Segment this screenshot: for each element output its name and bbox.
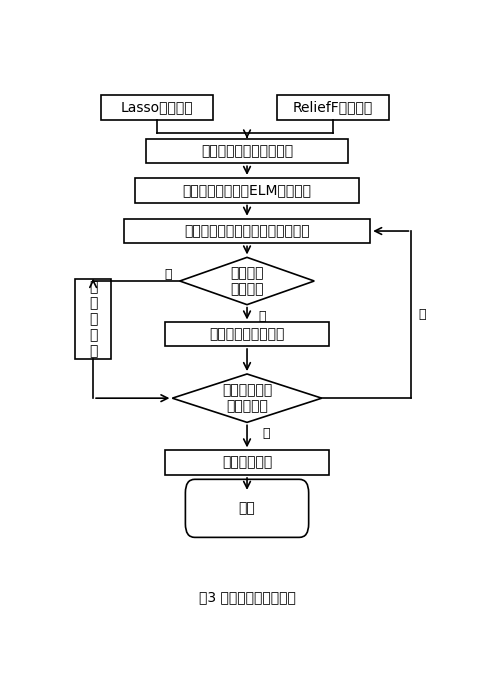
FancyBboxPatch shape: [75, 279, 111, 359]
FancyBboxPatch shape: [146, 139, 348, 163]
Text: 更
新
基
本
集: 更 新 基 本 集: [89, 280, 97, 359]
Text: 删除上一个添加参数: 删除上一个添加参数: [209, 327, 285, 341]
Text: 候选集参数是
否遍历完毕: 候选集参数是 否遍历完毕: [222, 383, 272, 413]
Text: ReliefF特征选择: ReliefF特征选择: [293, 101, 373, 114]
Text: 结束: 结束: [239, 501, 255, 515]
Text: 是: 是: [262, 426, 269, 440]
FancyBboxPatch shape: [165, 322, 329, 346]
Text: 否: 否: [419, 308, 427, 321]
FancyBboxPatch shape: [101, 94, 214, 120]
Text: 由候选集向基本集中添加一个参数: 由候选集向基本集中添加一个参数: [184, 224, 310, 238]
Text: 预测误差
是否减小: 预测误差 是否减小: [230, 266, 264, 296]
Text: 输出当前参数: 输出当前参数: [222, 456, 272, 470]
FancyBboxPatch shape: [124, 218, 370, 244]
Text: 图3 动态特征选择流程图: 图3 动态特征选择流程图: [199, 590, 295, 604]
Text: 否: 否: [258, 310, 266, 323]
Text: 是: 是: [165, 268, 173, 281]
FancyBboxPatch shape: [277, 94, 389, 120]
Polygon shape: [180, 258, 314, 304]
Polygon shape: [173, 374, 322, 422]
Text: 划分特征基本集和候选集: 划分特征基本集和候选集: [201, 144, 293, 158]
FancyBboxPatch shape: [135, 178, 359, 202]
FancyBboxPatch shape: [186, 480, 308, 537]
FancyBboxPatch shape: [165, 450, 329, 475]
Text: 基于基本集合建立ELM预测模型: 基于基本集合建立ELM预测模型: [183, 183, 311, 197]
Text: Lasso特征选择: Lasso特征选择: [121, 101, 194, 114]
